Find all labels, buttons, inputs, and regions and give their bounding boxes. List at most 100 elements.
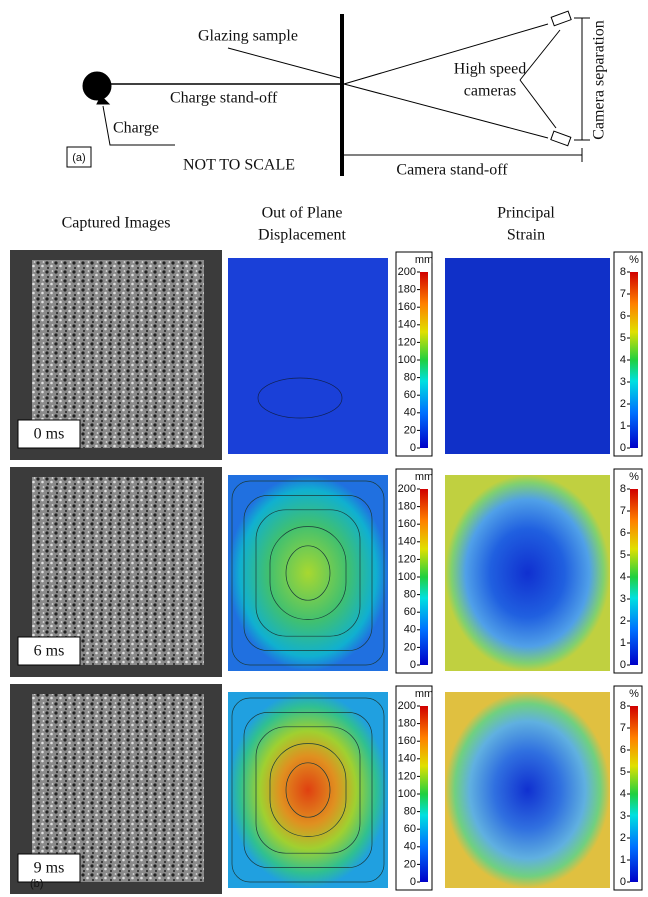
colorbar-tick-label: 0 [410, 442, 416, 454]
colorbar-tick-label: 60 [404, 823, 416, 835]
colorbar-tick-label: 3 [620, 593, 626, 605]
panel-label: (b) [30, 878, 43, 890]
colorbar [420, 489, 428, 665]
label-box [66, 146, 92, 168]
colorbar-tick-label: 4 [620, 354, 626, 366]
contour [255, 509, 361, 637]
column-header: Captured Images [62, 215, 171, 232]
colorbar-tick-label: 80 [404, 372, 416, 384]
colorbar-tick-label: 5 [620, 332, 626, 344]
displacement-map [228, 258, 388, 454]
colorbar-tick-label: 60 [404, 606, 416, 618]
colorbar-tick-label: 8 [620, 700, 626, 712]
label: Charge [113, 120, 159, 137]
colorbar-tick-label: 8 [620, 266, 626, 278]
label: Camera stand-off [396, 162, 508, 179]
colorbar-unit: mm [415, 254, 433, 266]
colorbar-tick-label: 40 [404, 841, 416, 853]
contour [255, 726, 361, 854]
colorbar-tick-label: 40 [404, 624, 416, 636]
strain-map [445, 692, 610, 888]
camera [550, 10, 572, 27]
colorbar-tick-label: 7 [620, 288, 626, 300]
colorbar-tick-label: 60 [404, 389, 416, 401]
colorbar-tick-label: 180 [398, 284, 416, 296]
displacement-map [228, 692, 388, 888]
colorbar-tick-label: 0 [410, 659, 416, 671]
colorbar [630, 706, 638, 882]
colorbar-tick-label: 20 [404, 858, 416, 870]
colorbar [630, 489, 638, 665]
pointer [227, 47, 341, 79]
colorbar-tick-label: 7 [620, 722, 626, 734]
colorbar-tick-label: 120 [398, 770, 416, 782]
colorbar-tick-label: 140 [398, 753, 416, 765]
colorbar-tick-label: 140 [398, 319, 416, 331]
colorbar-tick-label: 6 [620, 310, 626, 322]
arrowhead [96, 95, 111, 105]
colorbar-tick-label: 80 [404, 806, 416, 818]
colorbar-tick-label: 0 [620, 442, 626, 454]
specimen [32, 260, 204, 448]
colorbar-unit: % [629, 254, 639, 266]
time-box [17, 419, 81, 449]
colorbar-tick-label: 160 [398, 735, 416, 747]
column-header: Principal [497, 205, 555, 222]
column-header: Out of Plane [262, 205, 343, 222]
colorbar-tick-label: 160 [398, 301, 416, 313]
colorbar-tick-label: 120 [398, 553, 416, 565]
ray [343, 23, 549, 85]
contour [257, 377, 343, 419]
pointer [519, 79, 557, 129]
colorbar-tick-label: 2 [620, 615, 626, 627]
strain-map [445, 475, 610, 671]
colorbar-tick-label: 120 [398, 336, 416, 348]
column-header: Displacement [258, 227, 347, 244]
label: NOT TO SCALE [183, 157, 295, 174]
ray [343, 83, 549, 139]
label: Glazing sample [198, 28, 298, 45]
colorbar-tick-label: 200 [398, 483, 416, 495]
schematic [66, 10, 590, 176]
colorbar-tick-label: 160 [398, 518, 416, 530]
colorbar-tick-label: 3 [620, 376, 626, 388]
displacement-map [228, 475, 388, 671]
column-header: Strain [507, 227, 545, 244]
time-label: 9 ms [34, 860, 65, 877]
label: Camera separation [591, 20, 608, 140]
colorbar-unit: mm [415, 688, 433, 700]
colorbar-tick-label: 4 [620, 571, 626, 583]
colorbar-unit: mm [415, 471, 433, 483]
specimen [32, 694, 204, 882]
colorbar-tick-label: 1 [620, 637, 626, 649]
strain-map [445, 258, 610, 454]
colorbar-tick-label: 0 [620, 876, 626, 888]
colorbar-tick-label: 0 [620, 659, 626, 671]
colorbar-tick-label: 20 [404, 424, 416, 436]
colorbar-tick-label: 8 [620, 483, 626, 495]
colorbar-unit: % [629, 471, 639, 483]
colorbar-tick-label: 200 [398, 700, 416, 712]
time-box [17, 636, 81, 666]
colorbar-tick-label: 40 [404, 407, 416, 419]
camera [550, 130, 572, 147]
colorbar-tick-label: 6 [620, 527, 626, 539]
charge-icon [82, 71, 112, 101]
pointer [519, 29, 561, 81]
colorbar-tick-label: 180 [398, 718, 416, 730]
colorbar-tick-label: 0 [410, 876, 416, 888]
colorbar-tick-label: 6 [620, 744, 626, 756]
colorbar-unit: % [629, 688, 639, 700]
colorbar-tick-label: 100 [398, 571, 416, 583]
contour [231, 480, 385, 666]
colorbar-tick-label: 100 [398, 354, 416, 366]
colorbar-tick-label: 180 [398, 501, 416, 513]
colorbar-tick-label: 20 [404, 641, 416, 653]
colorbar [420, 272, 428, 448]
charge-arrow [102, 105, 175, 146]
colorbar-tick-label: 2 [620, 398, 626, 410]
colorbar-tick-label: 200 [398, 266, 416, 278]
panel-label: (a) [72, 152, 85, 164]
